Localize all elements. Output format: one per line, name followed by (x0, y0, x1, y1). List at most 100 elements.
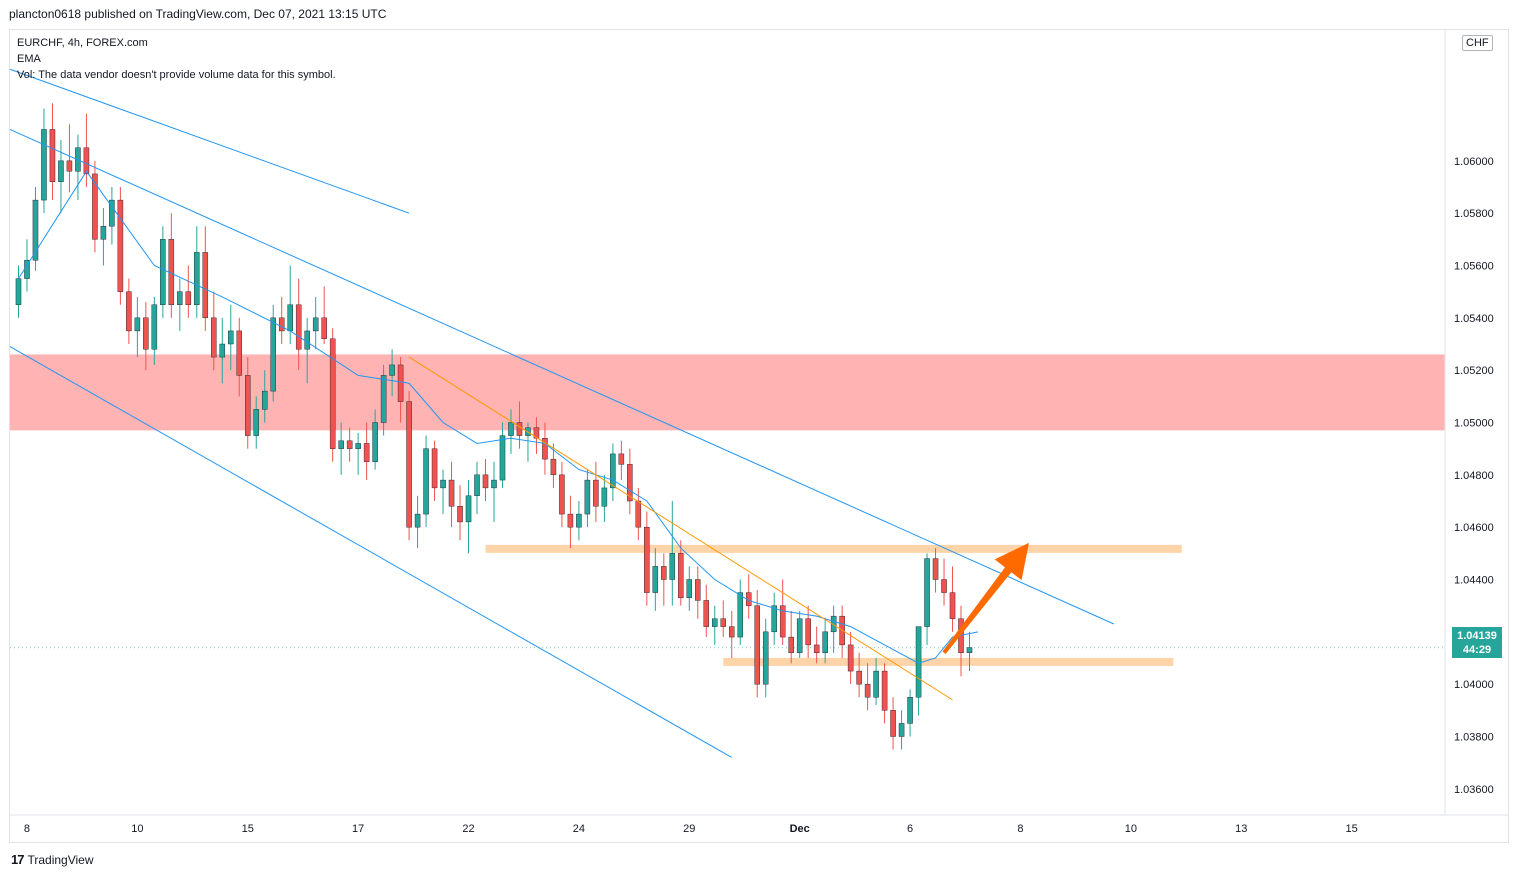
symbol-line[interactable]: EURCHF, 4h, FOREX.com (17, 37, 148, 49)
candle (75, 134, 81, 201)
candle (686, 566, 693, 611)
candle (346, 427, 353, 462)
candle (745, 574, 752, 619)
candle (355, 432, 361, 475)
candle-body (151, 304, 158, 350)
candle (635, 487, 642, 541)
price-tick-label: 1.05400 (1454, 313, 1494, 325)
bar-countdown: 44:29 (1462, 644, 1492, 656)
candle-body (66, 160, 73, 172)
candle (32, 187, 39, 271)
time-tick-label: 6 (907, 823, 913, 835)
candle-body (610, 453, 616, 489)
candle-body (847, 644, 854, 672)
chart-frame (9, 29, 1509, 843)
candle (363, 422, 370, 481)
candle (321, 286, 327, 344)
candle (109, 187, 115, 245)
level-band-2 (723, 657, 1174, 666)
candle (228, 304, 234, 371)
candle (92, 160, 98, 253)
chart-legend: EURCHF, 4h, FOREX.com EMA Vol: The data … (17, 35, 336, 83)
candle-body (898, 723, 905, 737)
candle (295, 278, 302, 371)
candle-body (261, 390, 268, 410)
candle (754, 589, 760, 698)
candle (151, 296, 158, 365)
candle-body (304, 330, 310, 350)
candle (822, 618, 828, 664)
candle (168, 213, 175, 318)
trend-line (408, 356, 953, 701)
candle (728, 610, 735, 658)
candle-body (109, 199, 115, 227)
candle (389, 349, 395, 397)
candle (576, 501, 582, 541)
candle (66, 124, 73, 193)
candle (423, 435, 429, 528)
zones-layer (10, 354, 1445, 666)
brand[interactable]: 17 TradingView (11, 852, 94, 867)
candle-body (771, 605, 777, 633)
candle-body (160, 239, 166, 305)
candle (949, 566, 956, 632)
projection-arrow (942, 542, 1029, 654)
candle (261, 370, 268, 423)
candle (771, 592, 777, 645)
candle (194, 226, 200, 318)
candle (185, 265, 192, 318)
candle-body (414, 513, 421, 528)
candle-body (627, 464, 633, 502)
candle-body (278, 317, 285, 332)
price-tick-label: 1.04000 (1454, 679, 1494, 691)
candle-body (372, 422, 378, 462)
candle (448, 461, 455, 528)
candle (890, 697, 896, 750)
candle (644, 511, 650, 606)
candle (941, 558, 947, 606)
candle-body (41, 129, 47, 201)
candle (669, 501, 676, 606)
candle-body (695, 579, 701, 601)
candle (41, 108, 47, 214)
candle (508, 409, 514, 454)
time-tick-label: 8 (1017, 823, 1023, 835)
candle (126, 278, 132, 344)
candle (864, 663, 871, 711)
candle-body (329, 338, 336, 449)
candle (482, 459, 489, 501)
candle (830, 605, 837, 653)
candle-body (185, 291, 192, 305)
candle (584, 469, 591, 528)
candle (338, 422, 344, 475)
candle (117, 187, 124, 305)
candle-body (652, 566, 659, 593)
candle-body (177, 291, 183, 305)
candle (474, 461, 480, 515)
candle (695, 566, 701, 619)
candle (245, 357, 251, 449)
ema-label[interactable]: EMA (17, 53, 41, 65)
candle (856, 652, 862, 698)
candle-body (601, 487, 608, 507)
candle (907, 689, 913, 737)
ema-line (18, 170, 979, 664)
currency-badge[interactable]: CHF (1462, 35, 1493, 51)
time-tick-label: 10 (131, 823, 143, 835)
time-tick-label: 15 (1345, 823, 1357, 835)
candle-body (126, 291, 132, 332)
candle-body (890, 710, 896, 737)
candle (134, 296, 141, 358)
candle-body (397, 364, 404, 402)
candle-body (245, 375, 251, 436)
candle-body (712, 618, 718, 627)
candle-body (618, 453, 625, 465)
channel-line-3 (9, 346, 732, 758)
candle (712, 605, 718, 645)
candle-body (431, 448, 438, 489)
candle-body (508, 422, 514, 436)
candle-body (338, 440, 344, 449)
time-tick-label: 29 (683, 823, 695, 835)
candle (491, 461, 497, 522)
